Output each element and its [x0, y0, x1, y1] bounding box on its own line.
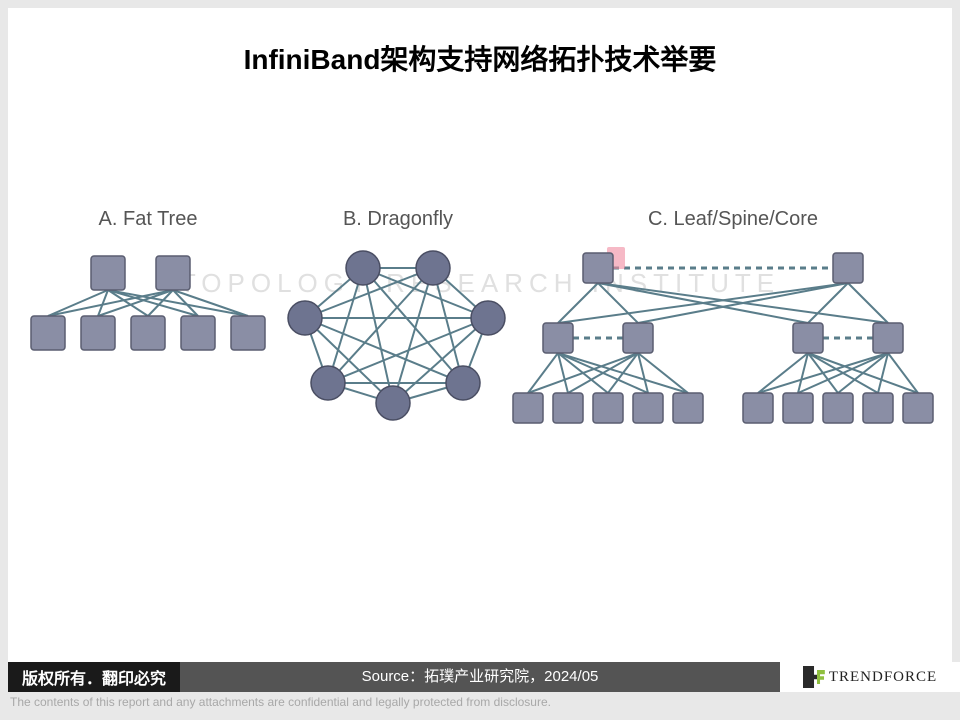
brand-text: TRENDFORCE — [829, 669, 937, 686]
diagram-fat-tree — [28, 238, 268, 388]
brand-logo-icon — [803, 666, 825, 688]
label-leaf-spine-core: C. Leaf/Spine/Core — [528, 208, 938, 231]
slide-card: InfiniBand架构支持网络拓扑技术举要 TOPOLOGY RESEARCH… — [8, 8, 952, 672]
slide-title: InfiniBand架构支持网络拓扑技术举要 — [8, 38, 952, 78]
brand-badge: TRENDFORCE — [780, 662, 960, 692]
diagram-dragonfly — [293, 238, 503, 433]
disclaimer-text: The contents of this report and any atta… — [8, 692, 952, 712]
label-fat-tree: A. Fat Tree — [28, 208, 268, 231]
diagram-area: A. Fat Tree B. Dragonfly C. Leaf/Spine/C… — [18, 208, 938, 528]
copyright-text: 版权所有．翻印必究 — [22, 665, 166, 689]
copyright-box: 版权所有．翻印必究 — [8, 662, 180, 692]
label-dragonfly: B. Dragonfly — [293, 208, 503, 231]
diagram-leaf-spine-core — [528, 238, 938, 448]
